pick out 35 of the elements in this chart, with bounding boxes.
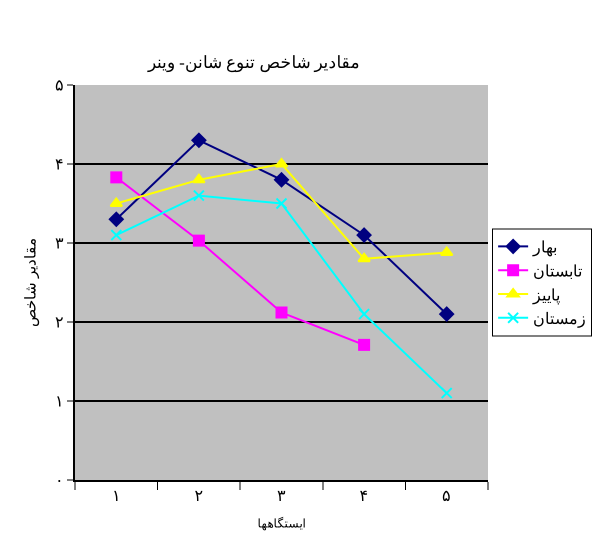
- x-tick-label: ۴: [360, 488, 369, 506]
- point: [358, 308, 370, 320]
- point: [110, 229, 122, 242]
- y-tick-label: ۰: [54, 472, 64, 490]
- point: [276, 198, 288, 210]
- point: [108, 212, 124, 227]
- x-tick-label: ۳: [277, 488, 286, 506]
- point: [274, 172, 289, 188]
- point: [110, 171, 122, 184]
- y-tick-label: ۵: [54, 78, 64, 95]
- chart-title: مقادیر شاخص تنوع شانن- وینر: [146, 52, 360, 73]
- point: [440, 246, 454, 256]
- point: [192, 174, 206, 184]
- point: [191, 132, 206, 148]
- point: [439, 306, 454, 322]
- x-tick-label: ۵: [442, 488, 452, 506]
- y-tick-label: ۱: [54, 394, 64, 411]
- legend-label: بهار: [532, 240, 558, 257]
- x-tick-label: ۲: [194, 488, 204, 506]
- point: [357, 252, 371, 262]
- point: [192, 190, 205, 202]
- y-tick-label: ۴: [54, 156, 64, 174]
- point: [356, 228, 372, 243]
- point: [358, 338, 370, 351]
- point: [276, 306, 288, 319]
- y-axis-title: مقادیر شاخص: [24, 238, 40, 327]
- legend-label: پاییز: [532, 287, 560, 304]
- point: [440, 387, 453, 400]
- legend-label: تابستان: [533, 263, 582, 280]
- x-tick-label: ۱: [112, 488, 121, 506]
- y-tick-label: ۳: [54, 236, 64, 253]
- point: [192, 234, 205, 247]
- x-axis-title: ایستگاهها: [258, 516, 306, 531]
- y-tick-label: ۲: [54, 314, 64, 332]
- legend-label: زمستان: [533, 311, 586, 328]
